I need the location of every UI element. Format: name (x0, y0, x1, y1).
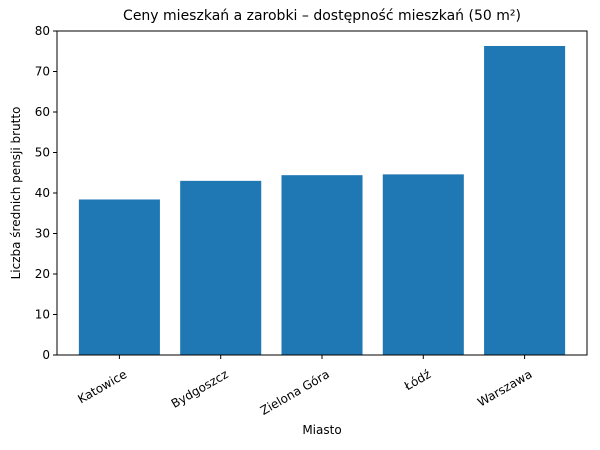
bar (281, 175, 363, 355)
y-tick-label: 80 (35, 24, 50, 38)
bar (484, 45, 566, 356)
bar (78, 199, 160, 355)
x-axis-label: Miasto (302, 423, 341, 437)
y-tick-label: 10 (35, 308, 50, 322)
y-axis-label: Liczba średnich pensji brutto (9, 107, 23, 280)
y-tick-label: 30 (35, 227, 50, 241)
x-tick-label: Katowice (75, 367, 129, 406)
y-tick-label: 50 (35, 146, 50, 160)
y-tick-label: 0 (42, 348, 50, 362)
plot-frame (56, 30, 588, 356)
y-tick-label: 40 (35, 186, 50, 200)
chart-title: Ceny mieszkań a zarobki – dostępność mie… (123, 8, 521, 24)
bar (180, 180, 262, 355)
x-tick-label: Bydgoszcz (169, 367, 231, 411)
bar (382, 174, 464, 355)
y-tick-label: 70 (35, 65, 50, 79)
x-tick-label: Łódź (401, 367, 433, 394)
y-tick-label: 20 (35, 267, 50, 281)
x-tick-label: Warszawa (475, 367, 534, 409)
y-tick-label: 60 (35, 105, 50, 119)
x-tick-label: Zielona Góra (258, 367, 332, 418)
